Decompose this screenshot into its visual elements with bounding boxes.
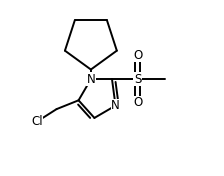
Text: O: O (133, 96, 142, 109)
Text: N: N (111, 99, 120, 112)
Text: O: O (133, 49, 142, 62)
Text: N: N (86, 73, 95, 86)
Text: Cl: Cl (31, 115, 43, 128)
Text: S: S (134, 73, 141, 86)
